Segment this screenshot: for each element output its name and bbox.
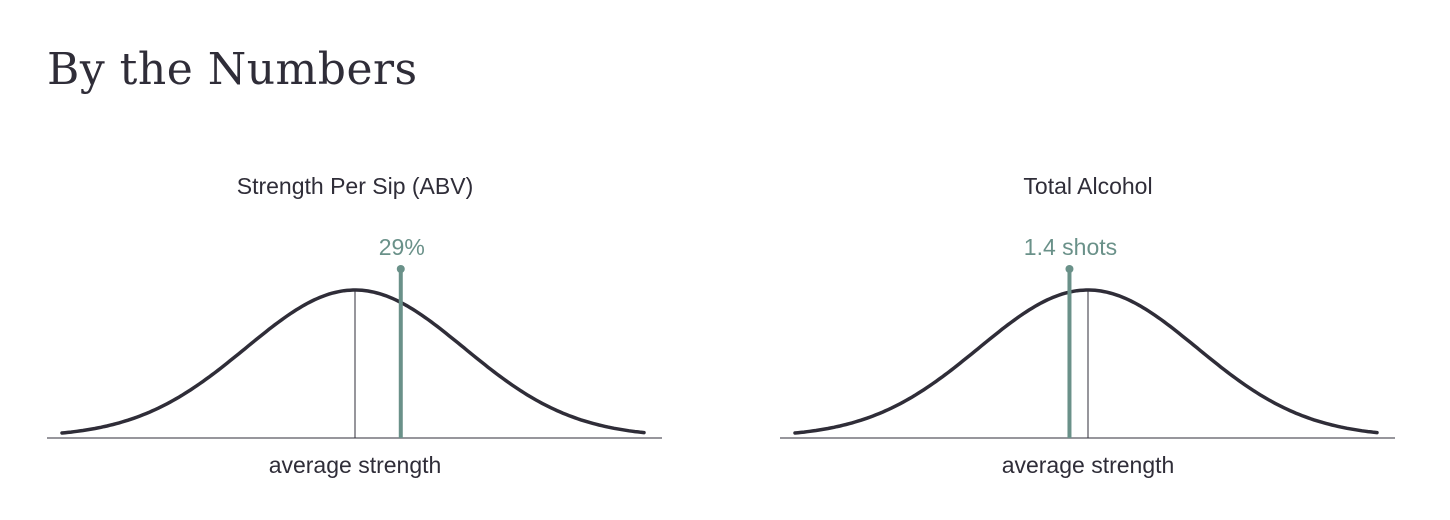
x-axis-label: average strength	[1002, 452, 1175, 478]
x-axis-label: average strength	[269, 452, 442, 478]
distribution-curve	[793, 288, 1379, 435]
chart-title: Total Alcohol	[1023, 173, 1152, 199]
chart-title: Strength Per Sip (ABV)	[237, 173, 474, 199]
value-label: 29%	[379, 234, 425, 260]
value-marker-dot	[396, 265, 405, 273]
value-label: 1.4 shots	[1024, 234, 1117, 260]
distribution-curve	[60, 288, 646, 435]
value-marker-dot	[1065, 265, 1074, 273]
page-title: By the Numbers	[47, 44, 418, 95]
